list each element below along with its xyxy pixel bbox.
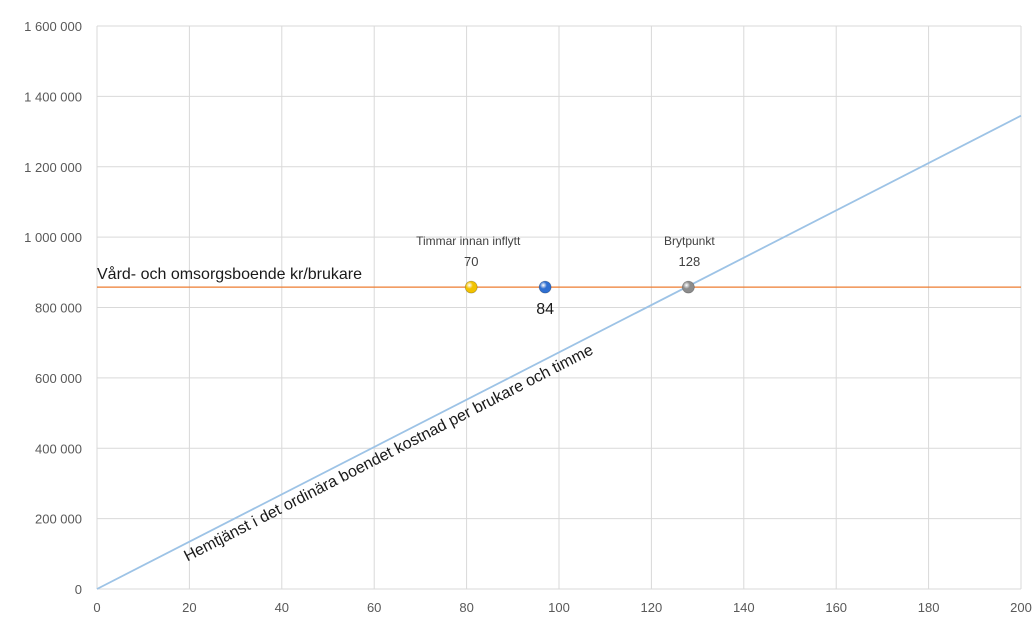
x-tick-label: 80 [459,600,473,615]
x-tick-label: 60 [367,600,381,615]
point-value-128: 128 [679,254,701,269]
point-annotation-brytpunkt: Brytpunkt [664,234,715,248]
point-annotation-timmar: Timmar innan inflytt [416,234,521,248]
axes: 0 20 40 60 80 100 120 140 160 180 200 0 200 000 400 0… [24,19,1032,615]
point-value-84: 84 [536,301,554,318]
y-tick-label: 800 000 [35,301,82,316]
x-tick-label: 140 [733,600,755,615]
y-tick-label: 1 000 000 [24,230,82,245]
x-tick-label: 160 [825,600,847,615]
x-tick-label: 40 [275,600,289,615]
point-value-70: 70 [464,254,478,269]
x-tick-label: 0 [93,600,100,615]
data-point-marker [538,280,552,294]
y-tick-label: 1 400 000 [24,89,82,104]
grid [96,25,1022,590]
x-tick-label: 200 [1010,600,1032,615]
diagonal-series-label: Hemtjänst i det ordinära boendet kostnad… [181,342,596,566]
horizontal-series-label: Vård- och omsorgsboende kr/brukare [97,265,362,283]
y-tick-label: 0 [75,582,82,597]
points [464,280,695,294]
x-tick-label: 20 [182,600,196,615]
x-tick-label: 120 [641,600,663,615]
data-point-marker [464,280,478,294]
diagonal-series-line [96,114,1022,590]
y-tick-label: 600 000 [35,371,82,386]
x-tick-label: 100 [548,600,570,615]
x-tick-label: 180 [918,600,940,615]
data-point-marker [681,280,695,294]
y-tick-label: 1 200 000 [24,160,82,175]
y-tick-label: 400 000 [35,441,82,456]
y-tick-label: 1 600 000 [24,19,82,34]
series [96,114,1022,590]
y-tick-label: 200 000 [35,512,82,527]
